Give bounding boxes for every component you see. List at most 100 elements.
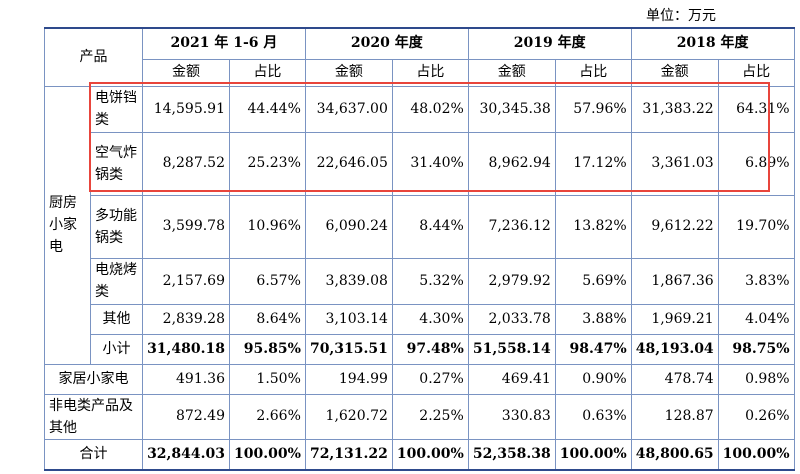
cell: 2,157.69 [142, 257, 230, 305]
amount-header: 金额 [630, 58, 719, 87]
cell: 2,979.92 [467, 257, 556, 305]
cell: 31.40% [391, 131, 469, 196]
cell: 7,236.12 [467, 194, 556, 259]
cell: 469.41 [467, 363, 556, 395]
period-header: 2019 年度 [467, 27, 632, 60]
cell: 6.89% [717, 131, 795, 196]
row-label: 电烧烤类 [90, 257, 143, 305]
cell: 0.98% [717, 363, 795, 395]
cell: 22,646.05 [304, 131, 393, 196]
cell: 100.00% [554, 438, 632, 471]
revenue-table: 产品 2021 年 1-6 月 2020 年度 2019 年度 2018 年度 … [44, 27, 795, 471]
cell: 51,558.14 [467, 333, 556, 365]
amount-header: 金额 [304, 58, 393, 87]
cell: 5.32% [391, 257, 469, 305]
cell: 194.99 [304, 363, 393, 395]
product-header: 产品 [44, 27, 143, 87]
cell: 4.30% [391, 303, 469, 335]
cell: 17.12% [554, 131, 632, 196]
cell: 57.96% [554, 85, 632, 133]
cell: 31,480.18 [142, 333, 230, 365]
unit-label: 单位：万元 [646, 8, 716, 24]
cell: 14,595.91 [142, 85, 230, 133]
cell: 2,839.28 [142, 303, 230, 335]
cell: 491.36 [142, 363, 230, 395]
cell: 128.87 [630, 393, 719, 440]
ratio-header: 占比 [554, 58, 632, 87]
cell: 9,612.22 [630, 194, 719, 259]
cell: 8,962.94 [467, 131, 556, 196]
cell: 5.69% [554, 257, 632, 305]
cell: 25.23% [229, 131, 306, 196]
ratio-header: 占比 [717, 58, 795, 87]
cell: 2.66% [229, 393, 306, 440]
cell: 70,315.51 [304, 333, 393, 365]
cell: 97.48% [391, 333, 469, 365]
cell: 100.00% [391, 438, 469, 471]
cell: 10.96% [229, 194, 306, 259]
amount-header: 金额 [467, 58, 556, 87]
cell: 8,287.52 [142, 131, 230, 196]
row-label: 电饼铛类 [90, 85, 143, 133]
row-label: 合计 [44, 438, 143, 471]
group-label-kitchen: 厨房小家电 [44, 85, 91, 365]
table-row: 多功能锅类 3,599.78 10.96% 6,090.24 8.44% 7,2… [45, 194, 795, 259]
row-label: 多功能锅类 [90, 194, 143, 259]
cell: 1,867.36 [630, 257, 719, 305]
cell: 30,345.38 [467, 85, 556, 133]
amount-header: 金额 [142, 58, 230, 87]
row-label: 空气炸锅类 [90, 131, 143, 196]
cell: 2.25% [391, 393, 469, 440]
period-header: 2020 年度 [304, 27, 469, 60]
cell: 98.47% [554, 333, 632, 365]
table-row: 空气炸锅类 8,287.52 25.23% 22,646.05 31.40% 8… [45, 131, 795, 196]
cell: 1.50% [229, 363, 306, 395]
cell: 31,383.22 [630, 85, 719, 133]
cell: 478.74 [630, 363, 719, 395]
cell: 34,637.00 [304, 85, 393, 133]
cell: 1,620.72 [304, 393, 393, 440]
row-label: 其他 [90, 303, 143, 335]
cell: 48,800.65 [630, 438, 719, 471]
ratio-header: 占比 [229, 58, 306, 87]
header-row-columns: 金额 占比 金额 占比 金额 占比 金额 占比 [45, 58, 795, 87]
cell: 0.63% [554, 393, 632, 440]
total-row: 合计 32,844.03 100.00% 72,131.22 100.00% 5… [44, 438, 795, 471]
table-row: 家居小家电 491.36 1.50% 194.99 0.27% 469.41 0… [44, 363, 795, 395]
cell: 3,103.14 [304, 303, 393, 335]
cell: 3.83% [717, 257, 795, 305]
cell: 6.57% [229, 257, 306, 305]
cell: 100.00% [717, 438, 795, 471]
ratio-header: 占比 [391, 58, 469, 87]
cell: 48.02% [391, 85, 469, 133]
cell: 13.82% [554, 194, 632, 259]
cell: 8.44% [391, 194, 469, 259]
cell: 32,844.03 [142, 438, 230, 471]
header-row-periods: 产品 2021 年 1-6 月 2020 年度 2019 年度 2018 年度 [44, 27, 795, 87]
cell: 0.27% [391, 363, 469, 395]
cell: 0.90% [554, 363, 632, 395]
cell: 44.44% [229, 85, 306, 133]
cell: 6,090.24 [304, 194, 393, 259]
period-header: 2018 年度 [630, 27, 795, 60]
row-label: 小计 [90, 333, 143, 365]
table-row: 其他 2,839.28 8.64% 3,103.14 4.30% 2,033.7… [45, 303, 795, 335]
subtotal-row: 小计 31,480.18 95.85% 70,315.51 97.48% 51,… [45, 333, 795, 365]
period-header: 2021 年 1-6 月 [142, 27, 306, 60]
table-row: 厨房小家电 电饼铛类 14,595.91 44.44% 34,637.00 48… [44, 85, 795, 365]
cell: 1,969.21 [630, 303, 719, 335]
cell: 3,839.08 [304, 257, 393, 305]
table-row: 非电类产品及其他 872.49 2.66% 1,620.72 2.25% 330… [44, 393, 795, 440]
cell: 64.31% [717, 85, 795, 133]
cell: 8.64% [229, 303, 306, 335]
cell: 0.26% [717, 393, 795, 440]
cell: 48,193.04 [630, 333, 719, 365]
cell: 52,358.38 [467, 438, 556, 471]
cell: 100.00% [229, 438, 306, 471]
cell: 72,131.22 [304, 438, 393, 471]
cell: 3,599.78 [142, 194, 230, 259]
row-label: 家居小家电 [44, 363, 143, 395]
cell: 98.75% [717, 333, 795, 365]
cell: 95.85% [229, 333, 306, 365]
cell: 2,033.78 [467, 303, 556, 335]
